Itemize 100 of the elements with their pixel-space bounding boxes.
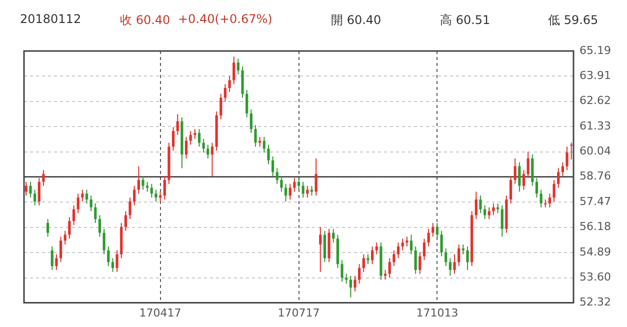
candlestick: [258, 136, 262, 148]
y-tick-label: 60.04: [580, 144, 612, 158]
y-tick-label: 56.18: [580, 220, 612, 234]
candlestick: [561, 162, 564, 177]
candlestick: [38, 177, 40, 206]
candlestick: [146, 181, 149, 192]
candlestick: [254, 124, 257, 148]
candlestick: [458, 244, 460, 267]
text: 收 60.40: [120, 12, 170, 29]
candlestick: [176, 114, 179, 136]
candlestick: [306, 185, 309, 198]
candlestick: [310, 185, 314, 196]
candlestick: [85, 189, 88, 204]
candlestick: [500, 204, 504, 238]
candlestick: [371, 246, 374, 265]
text: 20180112: [20, 12, 82, 26]
candlestick: [241, 66, 244, 98]
candlestick: [107, 246, 110, 267]
candlestick: [50, 246, 54, 270]
candlestick: [293, 177, 296, 192]
candlestick: [492, 202, 495, 216]
candlestick: [228, 76, 231, 92]
candlestick: [133, 185, 136, 206]
candlestick: [366, 254, 370, 265]
candlestick: [566, 146, 568, 171]
candlestick: [64, 230, 66, 245]
candlestick: [392, 250, 396, 267]
candlestick: [375, 242, 378, 255]
candlestick: [280, 176, 283, 192]
candlestick: [81, 189, 84, 202]
candlestick: [34, 189, 36, 206]
candlestick: [448, 258, 452, 276]
candlestick: [116, 250, 118, 272]
candlestick: [276, 168, 278, 184]
candlestick: [323, 230, 326, 263]
candlestick: [484, 204, 486, 220]
candlestick: [267, 144, 270, 165]
candlestick: [436, 222, 439, 240]
candlestick: [531, 154, 534, 186]
candlestick: [220, 93, 222, 120]
candlestick: [340, 260, 344, 282]
candlestick: [202, 138, 205, 154]
candlestick: [396, 242, 400, 259]
candlestick: [349, 275, 352, 298]
candlestick: [544, 199, 547, 208]
x-tick-label: 170417: [139, 306, 182, 320]
candlestick: [232, 56, 236, 85]
candlestick: [284, 183, 288, 202]
y-tick-label: 65.19: [580, 44, 612, 57]
candlestick: [184, 136, 188, 159]
candlestick: [210, 142, 214, 177]
candlestick: [548, 193, 552, 208]
y-tick-label: 54.89: [580, 245, 612, 258]
x-tick-label: 171013: [416, 306, 458, 320]
candlestick: [509, 176, 512, 204]
text: 開 60.40: [331, 12, 382, 29]
candlestick: [440, 230, 443, 257]
candlestick: [68, 216, 71, 240]
y-tick-label: 57.47: [580, 194, 612, 208]
candlestick: [94, 202, 97, 224]
candlestick: [479, 195, 482, 214]
candlestick: [518, 162, 521, 192]
candlestick: [496, 202, 500, 214]
candlestick: [466, 246, 469, 270]
candlestick: [128, 197, 132, 220]
candlestick: [362, 254, 365, 272]
candlestick: [98, 214, 102, 238]
candlestick: [406, 236, 408, 247]
candlestick: [159, 191, 162, 202]
candlestick: [422, 238, 426, 261]
candlestick: [453, 254, 456, 274]
candlestick: [46, 218, 50, 238]
candlestick: [570, 142, 573, 160]
candlestick: [514, 158, 516, 184]
candlestick: [206, 144, 210, 159]
y-tick-label: 53.60: [580, 270, 612, 284]
y-tick-label: 62.62: [580, 94, 612, 108]
candlestick: [124, 210, 127, 232]
candlestick: [314, 158, 318, 196]
candlestick: [189, 130, 192, 146]
candlestick: [198, 128, 201, 148]
candlestick: [557, 168, 560, 188]
candlestick: [418, 252, 422, 274]
text: 高 60.51: [440, 12, 490, 29]
text: 低 59.65: [548, 12, 598, 29]
candlestick: [194, 128, 196, 140]
candlestick: [297, 177, 300, 190]
candlestick: [488, 206, 490, 220]
candlestick: [427, 228, 430, 247]
candlestick: [55, 254, 58, 270]
candlestick: [246, 89, 248, 118]
y-tick-label: 52.32: [580, 296, 612, 309]
candlestick: [224, 84, 226, 102]
candlestick: [137, 166, 140, 194]
candlestick: [172, 126, 175, 152]
candlestick: [29, 181, 32, 198]
candlestick: [72, 204, 76, 226]
candlestick: [535, 177, 538, 198]
x-tick-label: 170717: [278, 306, 320, 320]
candlestick: [401, 238, 404, 251]
